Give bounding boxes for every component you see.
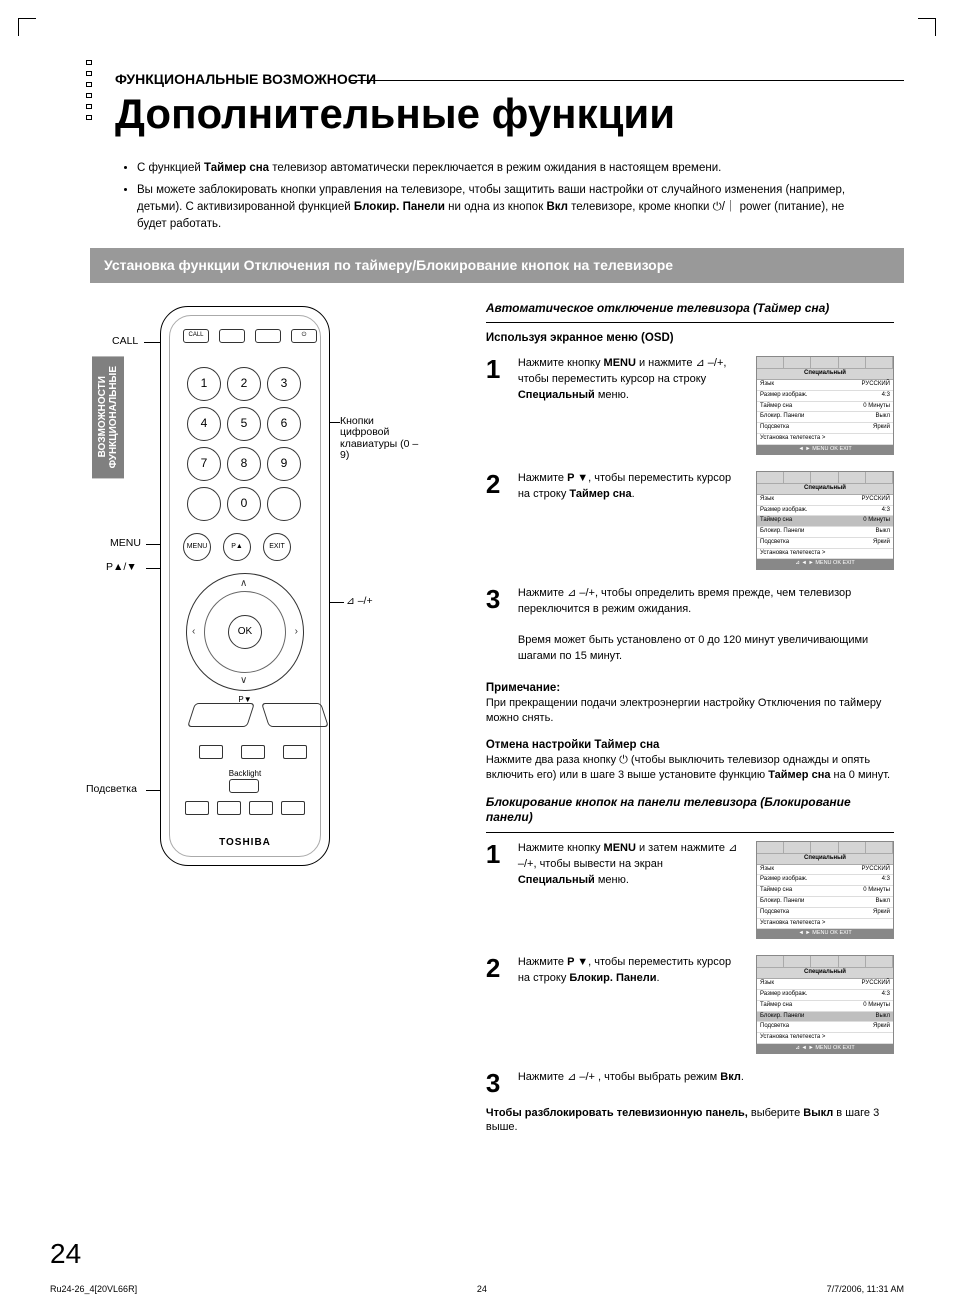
cancel-head: Отмена настройки Таймер сна <box>486 738 894 753</box>
step-number: 1 <box>486 841 508 940</box>
note-body: При прекращении подачи электроэнергии на… <box>486 696 894 726</box>
key-return <box>267 487 301 521</box>
footer: Ru24-26_4[20VL66R] 24 7/7/2006, 11:31 AM <box>50 1284 904 1296</box>
osd-label: Используя экранное меню (OSD) <box>486 331 894 346</box>
key-2: 2 <box>227 367 261 401</box>
label-vol: ⊿ –/+ <box>346 596 373 608</box>
intro-item-2: Вы можете заблокировать кнопки управлени… <box>137 182 874 232</box>
tv-button <box>219 329 245 343</box>
gray-heading-band: Установка функции Отключения по таймеру/… <box>90 248 904 282</box>
step-text: Нажмите ⊿ –/+, чтобы определить время пр… <box>518 586 894 666</box>
osd-panel-4: СпециальныйЯзыкРУССКИЙРазмер изображ.4:3… <box>756 955 894 1054</box>
remote-top-row: CALL ⏻ <box>183 329 317 343</box>
nav-pad: OK ∧ ∨ ‹ › <box>186 573 304 691</box>
remote-mid-row: MENU P▲ EXIT <box>183 533 291 561</box>
vol-up <box>261 703 329 727</box>
step-number: 1 <box>486 356 508 455</box>
remote-diagram: CALL Кнопки цифровой клавиатуры (0 – 9) … <box>160 306 468 866</box>
menu-button: MENU <box>183 533 211 561</box>
side-tab: ФУНКЦИОНАЛЬНЫЕВОЗМОЖНОСТИ <box>92 356 124 478</box>
timer-step-1: 1 Нажмите кнопку MENU и нажмите ⊿ –/+, ч… <box>486 356 894 455</box>
pup-button: P▲ <box>223 533 251 561</box>
step-number: 2 <box>486 471 508 570</box>
crop-mark-tr <box>918 18 936 36</box>
lock-step-2: 2 Нажмите P ▼, чтобы переместить курсор … <box>486 955 894 1054</box>
exit-button: EXIT <box>263 533 291 561</box>
vol-down <box>187 703 255 727</box>
osd-panel-1: СпециальныйЯзыкРУССКИЙРазмер изображ.4:3… <box>756 356 894 455</box>
crop-mark-tl <box>18 18 36 36</box>
osd-panel-2: СпециальныйЯзыкРУССКИЙРазмер изображ.4:3… <box>756 471 894 570</box>
key-9: 9 <box>267 447 301 481</box>
label-backlight: Подсветка <box>86 784 137 796</box>
page-number: 24 <box>50 1236 81 1272</box>
key-4: 4 <box>187 407 221 441</box>
color-bar <box>86 60 92 120</box>
step-text: Нажмите ⊿ –/+ , чтобы выбрать режим Вкл. <box>518 1070 894 1096</box>
timer-step-3: 3 Нажмите ⊿ –/+, чтобы определить время … <box>486 586 894 666</box>
backlight-button <box>229 779 259 793</box>
brand-label: TOSHIBA <box>161 836 329 849</box>
page-title: Дополнительные функции <box>115 87 904 142</box>
step-number: 3 <box>486 586 508 666</box>
step-text: Нажмите P ▼, чтобы переместить курсор на… <box>518 955 746 1054</box>
step-number: 2 <box>486 955 508 1054</box>
note-head: Примечание: <box>486 681 894 696</box>
key-1: 1 <box>187 367 221 401</box>
subhead-lock: Блокирование кнопок на панели телевизора… <box>486 795 894 826</box>
section-rule <box>350 80 904 81</box>
key-6: 6 <box>267 407 301 441</box>
low-buttons <box>199 745 307 759</box>
remote-body: CALL ⏻ 1 2 3 4 5 6 7 8 9 <box>160 306 330 866</box>
subhead-timer: Автоматическое отключение телевизора (Та… <box>486 301 894 317</box>
label-pav: P▲/▼ <box>106 562 137 574</box>
label-keypad: Кнопки цифровой клавиатуры (0 – 9) <box>340 416 422 462</box>
lock-step-3: 3 Нажмите ⊿ –/+ , чтобы выбрать режим Вк… <box>486 1070 894 1096</box>
label-call: CALL <box>112 336 138 348</box>
power-button: ⏻ <box>291 329 317 343</box>
footer-right: 7/7/2006, 11:31 AM <box>827 1284 904 1296</box>
numeric-keypad: 1 2 3 4 5 6 7 8 9 0 <box>187 367 301 521</box>
key-7: 7 <box>187 447 221 481</box>
step-text: Нажмите кнопку MENU и затем нажмите ⊿ –/… <box>518 841 746 940</box>
footer-left: Ru24-26_4[20VL66R] <box>50 1284 137 1296</box>
section-header: ФУНКЦИОНАЛЬНЫЕ ВОЗМОЖНОСТИ <box>115 70 904 88</box>
unlock-text: Чтобы разблокировать телевизионную панел… <box>486 1106 894 1135</box>
step-text: Нажмите P ▼, чтобы переместить курсор на… <box>518 471 746 570</box>
volume-row <box>191 703 325 727</box>
key-8: 8 <box>227 447 261 481</box>
lock-step-1: 1 Нажмите кнопку MENU и затем нажмите ⊿ … <box>486 841 894 940</box>
key-5: 5 <box>227 407 261 441</box>
ok-button: OK <box>228 615 262 649</box>
footer-center: 24 <box>477 1284 487 1296</box>
step-number: 3 <box>486 1070 508 1096</box>
key-info <box>187 487 221 521</box>
color-buttons <box>185 801 305 815</box>
osd-panel-3: СпециальныйЯзыкРУССКИЙРазмер изображ.4:3… <box>756 841 894 940</box>
timer-step-2: 2 Нажмите P ▼, чтобы переместить курсор … <box>486 471 894 570</box>
backlight-label: Backlight <box>161 769 329 779</box>
key-0: 0 <box>227 487 261 521</box>
cancel-body: Нажмите два раза кнопку ⏻ (чтобы выключи… <box>486 753 894 783</box>
av-button <box>255 329 281 343</box>
call-button: CALL <box>183 329 209 343</box>
step-text: Нажмите кнопку MENU и нажмите ⊿ –/+, что… <box>518 356 746 455</box>
intro-item-1: С функцией Таймер сна телевизор автомати… <box>137 160 874 177</box>
intro-list: С функцией Таймер сна телевизор автомати… <box>125 160 874 233</box>
key-3: 3 <box>267 367 301 401</box>
label-menu: MENU <box>110 538 141 550</box>
